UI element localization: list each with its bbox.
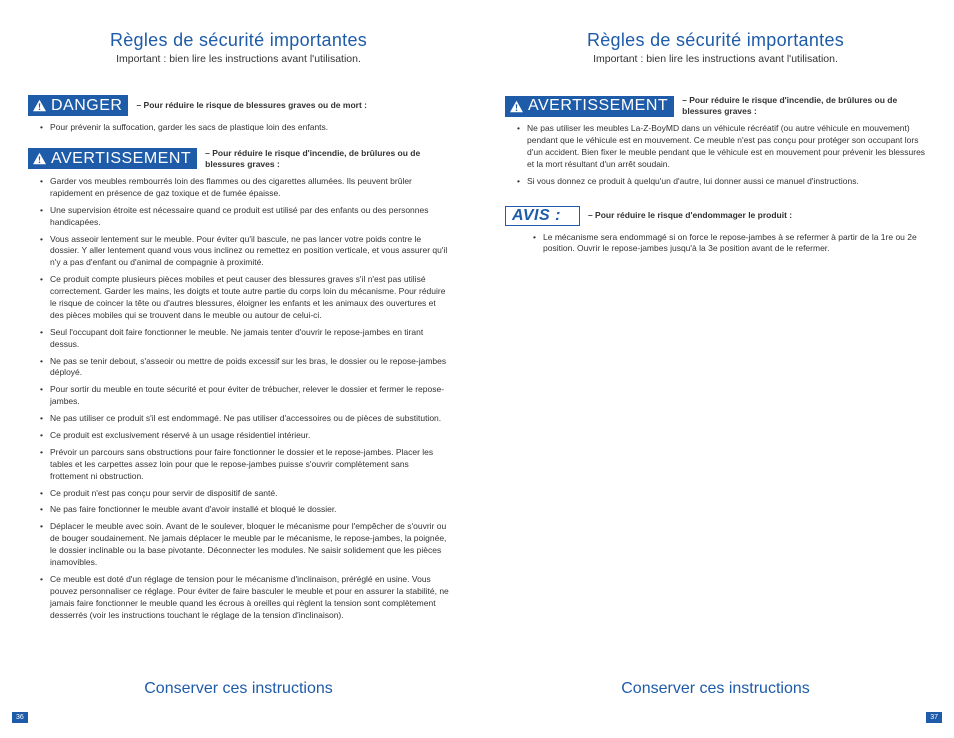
page-number: 37 bbox=[926, 712, 942, 723]
list-item: Prévoir un parcours sans obstructions po… bbox=[40, 447, 449, 483]
notice-desc: – Pour réduire le risque d'endommager le… bbox=[588, 210, 792, 221]
warning-desc: – Pour réduire le risque d'incendie, de … bbox=[205, 148, 425, 170]
page-title: Règles de sécurité importantes bbox=[28, 30, 449, 51]
notice-header: AVIS : – Pour réduire le risque d'endomm… bbox=[505, 206, 926, 226]
page-subtitle: Important : bien lire les instructions a… bbox=[28, 53, 449, 65]
list-item: Ne pas se tenir debout, s'asseoir ou met… bbox=[40, 356, 449, 380]
warning-block: AVERTISSEMENT – Pour réduire le risque d… bbox=[28, 148, 449, 622]
list-item: Pour prévenir la suffocation, garder les… bbox=[40, 122, 449, 134]
warning-label-text: AVERTISSEMENT bbox=[51, 150, 191, 168]
danger-label-text: DANGER bbox=[51, 97, 122, 115]
page-subtitle: Important : bien lire les instructions a… bbox=[505, 53, 926, 65]
warning-label-text: AVERTISSEMENT bbox=[528, 97, 668, 115]
left-page: Règles de sécurité importantes Important… bbox=[0, 0, 477, 738]
warning-label: AVERTISSEMENT bbox=[28, 148, 197, 169]
notice-label: AVIS : bbox=[505, 206, 580, 226]
list-item: Garder vos meubles rembourrés loin des f… bbox=[40, 176, 449, 200]
list-item: Ce produit n'est pas conçu pour servir d… bbox=[40, 488, 449, 500]
danger-block: DANGER – Pour réduire le risque de bless… bbox=[28, 95, 449, 134]
list-item: Ce produit est exclusivement réservé à u… bbox=[40, 430, 449, 442]
warning-label: AVERTISSEMENT bbox=[505, 96, 674, 117]
danger-header: DANGER – Pour réduire le risque de bless… bbox=[28, 95, 449, 116]
list-item: Pour sortir du meuble en toute sécurité … bbox=[40, 384, 449, 408]
warning-triangle-icon bbox=[32, 99, 47, 112]
list-item: Déplacer le meuble avec soin. Avant de l… bbox=[40, 521, 449, 569]
warning-triangle-icon bbox=[32, 152, 47, 165]
page-number: 36 bbox=[12, 712, 28, 723]
right-page: Règles de sécurité importantes Important… bbox=[477, 0, 954, 738]
list-item: Ce produit compte plusieurs pièces mobil… bbox=[40, 274, 449, 322]
footer-text: Conserver ces instructions bbox=[477, 680, 954, 698]
list-item: Une supervision étroite est nécessaire q… bbox=[40, 205, 449, 229]
warning-desc: – Pour réduire le risque d'incendie, de … bbox=[682, 95, 902, 117]
danger-desc: – Pour réduire le risque de blessures gr… bbox=[136, 100, 367, 111]
list-item: Ne pas utiliser ce produit s'il est endo… bbox=[40, 413, 449, 425]
warning-list: Garder vos meubles rembourrés loin des f… bbox=[28, 176, 449, 622]
list-item: Le mécanisme sera endommagé si on force … bbox=[533, 232, 926, 256]
notice-label-text: AVIS : bbox=[512, 207, 561, 225]
danger-list: Pour prévenir la suffocation, garder les… bbox=[28, 122, 449, 134]
warning-header: AVERTISSEMENT – Pour réduire le risque d… bbox=[505, 95, 926, 117]
warning-triangle-icon bbox=[509, 100, 524, 113]
list-item: Ne pas utiliser les meubles La-Z-BoyMD d… bbox=[517, 123, 926, 171]
footer-text: Conserver ces instructions bbox=[0, 680, 477, 698]
danger-label: DANGER bbox=[28, 95, 128, 116]
notice-block: AVIS : – Pour réduire le risque d'endomm… bbox=[505, 206, 926, 256]
warning-list: Ne pas utiliser les meubles La-Z-BoyMD d… bbox=[505, 123, 926, 187]
list-item: Seul l'occupant doit faire fonctionner l… bbox=[40, 327, 449, 351]
list-item: Ce meuble est doté d'un réglage de tensi… bbox=[40, 574, 449, 622]
notice-list: Le mécanisme sera endommagé si on force … bbox=[505, 232, 926, 256]
list-item: Vous asseoir lentement sur le meuble. Po… bbox=[40, 234, 449, 270]
list-item: Si vous donnez ce produit à quelqu'un d'… bbox=[517, 176, 926, 188]
list-item: Ne pas faire fonctionner le meuble avant… bbox=[40, 504, 449, 516]
warning-block: AVERTISSEMENT – Pour réduire le risque d… bbox=[505, 95, 926, 188]
document-spread: Règles de sécurité importantes Important… bbox=[0, 0, 954, 738]
page-title: Règles de sécurité importantes bbox=[505, 30, 926, 51]
warning-header: AVERTISSEMENT – Pour réduire le risque d… bbox=[28, 148, 449, 170]
